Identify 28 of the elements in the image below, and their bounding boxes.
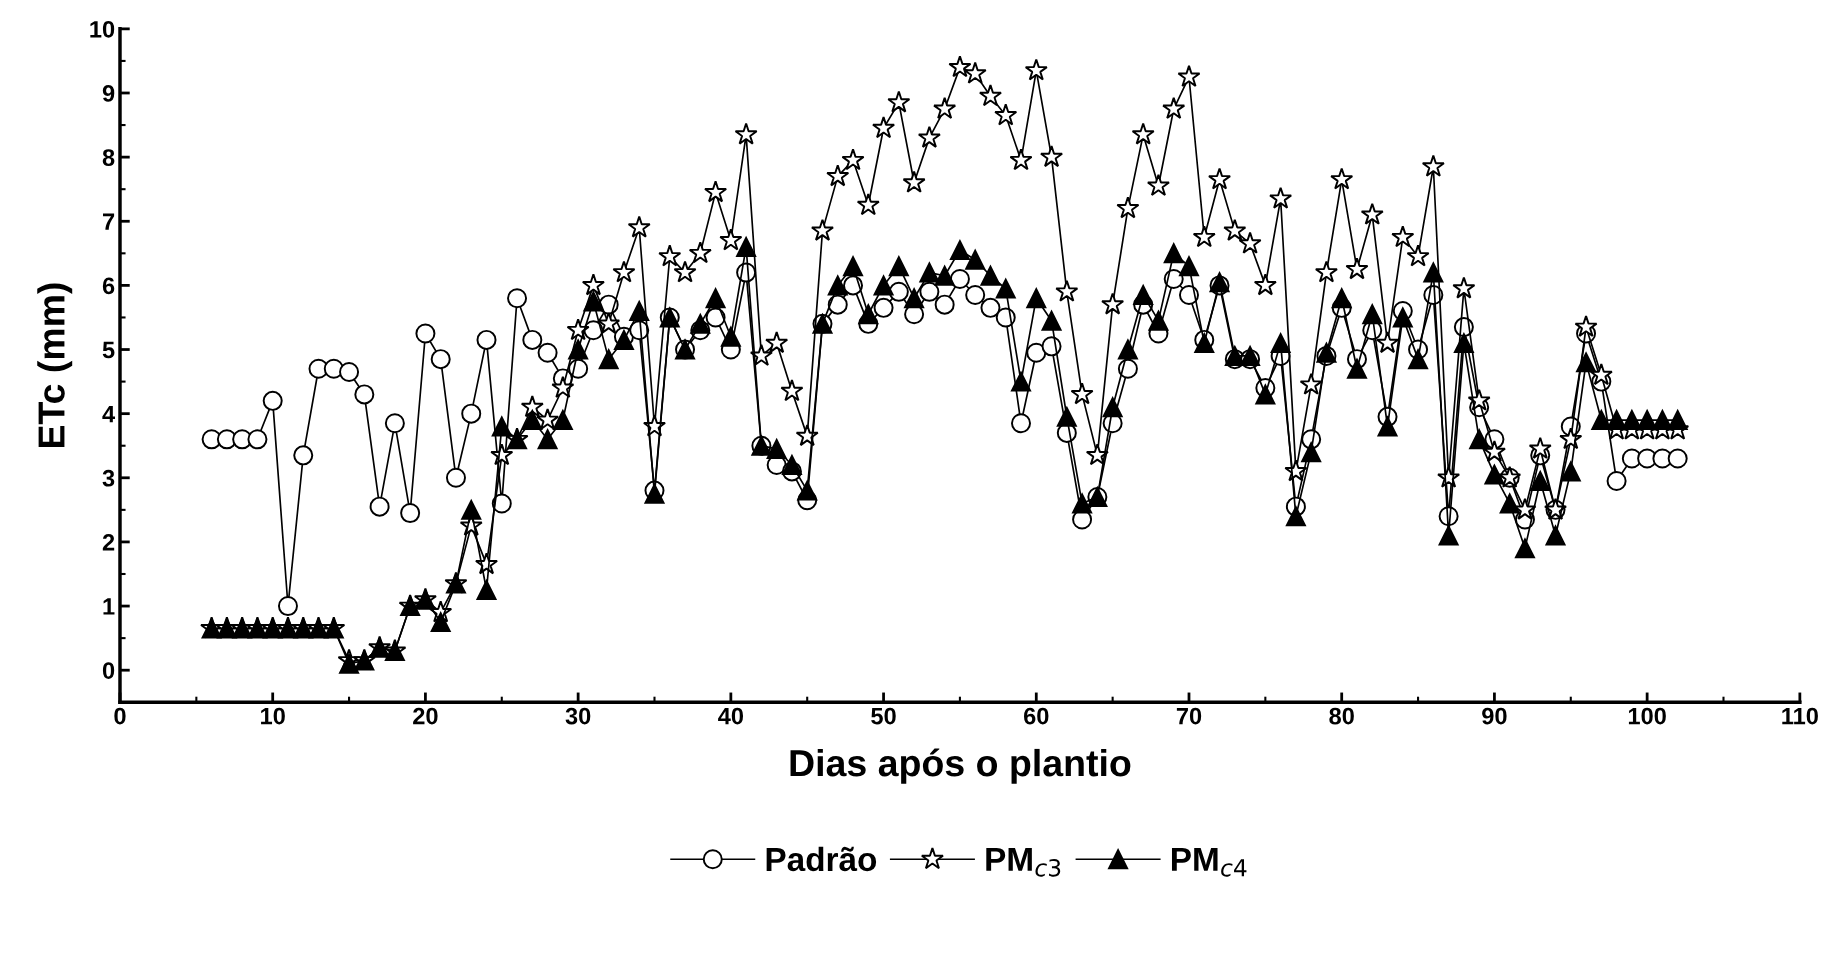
x-axis-title: Dias após o plantio [790,748,1131,784]
x-tick-label: 70 [1176,707,1202,725]
x-tick-label: 90 [1482,707,1507,725]
y-tick-label: 4 [102,405,115,423]
x-tick-label: 100 [1628,707,1666,725]
y-tick-label: 0 [102,662,115,679]
x-tick-label: 110 [1782,707,1818,725]
x-tick-label: 0 [114,707,126,725]
x-tick-label: 20 [413,707,438,725]
y-tick-label: 2 [102,533,115,551]
legend-label: PM$_{c3}$ [986,847,1061,877]
y-tick-label: 1 [103,598,115,615]
y-tick-label: 10 [90,20,115,38]
x-tick-label: 80 [1329,707,1354,725]
legend-label: Padrão [766,846,877,872]
y-tick-label: 6 [102,277,115,295]
y-tick-label: 3 [102,469,115,487]
x-tick-label: 10 [261,707,285,725]
x-tick-label: 50 [871,707,896,725]
x-tick-label: 30 [565,707,591,725]
y-tick-label: 5 [102,341,115,359]
legend-label: PM$_{c4}$ [1171,847,1247,877]
y-axis-title: ETc (mm) [37,283,73,448]
x-tick-label: 40 [718,707,744,725]
y-tick-label: 7 [103,213,115,230]
x-tick-label: 60 [1024,707,1049,725]
y-tick-label: 8 [102,149,115,166]
y-tick-label: 9 [102,85,115,102]
